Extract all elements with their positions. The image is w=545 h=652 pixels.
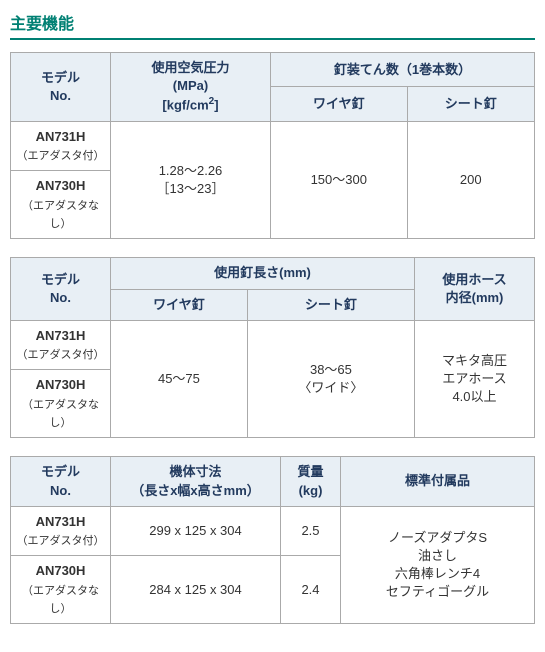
model1-sub: （エアダスタ付）	[17, 349, 105, 361]
model2-sub: （エアダスタなし）	[22, 585, 99, 615]
model1-main: AN731H	[36, 328, 86, 343]
cell-sheet: 38～65〈ワイド〉	[247, 320, 414, 438]
th-wire: ワイヤ釘	[271, 87, 408, 121]
section-title: 主要機能	[10, 10, 535, 40]
cell-sheet: 200	[407, 121, 534, 239]
cell-model1: AN731H （エアダスタ付）	[11, 320, 111, 370]
th-acc: 標準付属品	[341, 457, 535, 506]
th-loading: 釘装てん数（1巻本数）	[271, 53, 535, 87]
th-sheet: シート釘	[407, 87, 534, 121]
cell-model1: AN731H （エアダスタ付）	[11, 121, 111, 171]
th-model: モデルNo.	[11, 53, 111, 122]
th-dims: 機体寸法（長さx幅x高さmm）	[111, 457, 281, 506]
th-sheet: シート釘	[247, 289, 414, 320]
cell-pressure: 1.28～2.26［13～23］	[111, 121, 271, 239]
model2-main: AN730H	[36, 178, 86, 193]
cell-dims2: 284 x 125 x 304	[111, 556, 281, 624]
th-wire: ワイヤ釘	[111, 289, 248, 320]
model1-sub: （エアダスタ付）	[17, 535, 105, 547]
cell-mass2: 2.4	[281, 556, 341, 624]
cell-model2: AN730H （エアダスタなし）	[11, 370, 111, 438]
cell-dims1: 299 x 125 x 304	[111, 506, 281, 556]
model2-main: AN730H	[36, 377, 86, 392]
cell-acc: ノーズアダプタS油さし六角棒レンチ4セフティゴーグル	[341, 506, 535, 624]
th-model: モデルNo.	[11, 258, 111, 320]
model1-main: AN731H	[36, 129, 86, 144]
cell-model2: AN730H （エアダスタなし）	[11, 556, 111, 624]
th-pressure: 使用空気圧力(MPa)[kgf/cm2]	[111, 53, 271, 122]
model2-sub: （エアダスタなし）	[22, 399, 99, 429]
cell-wire: 150～300	[271, 121, 408, 239]
cell-model1: AN731H （エアダスタ付）	[11, 506, 111, 556]
cell-mass1: 2.5	[281, 506, 341, 556]
th-mass: 質量(kg)	[281, 457, 341, 506]
cell-model2: AN730H （エアダスタなし）	[11, 171, 111, 239]
specs-table-2: モデルNo. 使用釘長さ(mm) 使用ホース内径(mm) ワイヤ釘 シート釘 A…	[10, 257, 535, 438]
th-hose: 使用ホース内径(mm)	[415, 258, 535, 320]
model1-sub: （エアダスタ付）	[17, 150, 105, 162]
specs-table-1: モデルNo. 使用空気圧力(MPa)[kgf/cm2] 釘装てん数（1巻本数） …	[10, 52, 535, 239]
th-nail-len: 使用釘長さ(mm)	[111, 258, 415, 289]
specs-table-3: モデルNo. 機体寸法（長さx幅x高さmm） 質量(kg) 標準付属品 AN73…	[10, 456, 535, 624]
model2-sub: （エアダスタなし）	[22, 200, 99, 230]
model1-main: AN731H	[36, 514, 86, 529]
cell-wire: 45～75	[111, 320, 248, 438]
th-model: モデルNo.	[11, 457, 111, 506]
model2-main: AN730H	[36, 563, 86, 578]
cell-hose: マキタ高圧エアホース4.0以上	[415, 320, 535, 438]
